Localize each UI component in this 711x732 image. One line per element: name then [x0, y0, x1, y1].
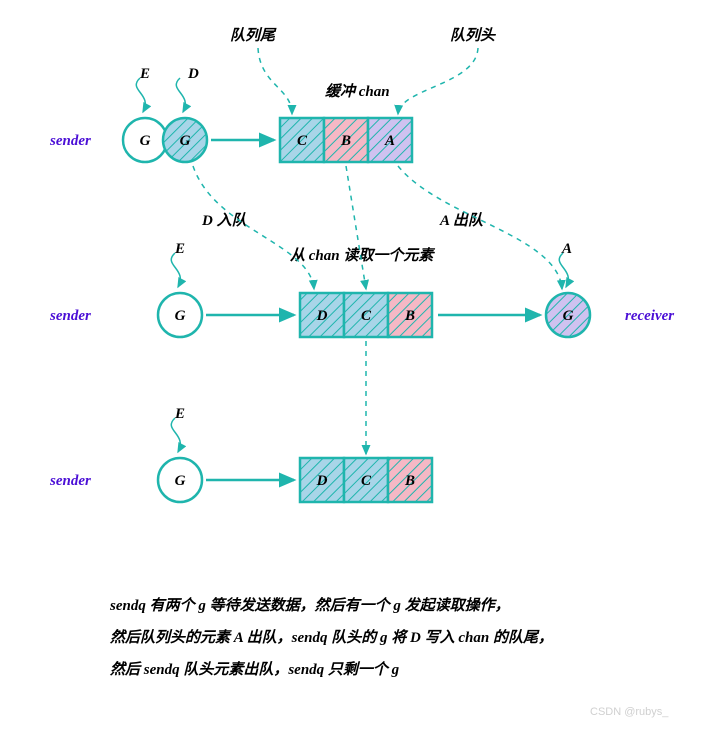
dash-read	[346, 166, 366, 289]
buffer-title: 缓冲 chan	[325, 83, 390, 100]
e-label-2: E	[174, 241, 185, 257]
head-label: 队列头	[450, 27, 496, 44]
d-label-1: D	[187, 66, 199, 82]
goroutine-e-3-label: G	[175, 473, 186, 489]
curl-e-2	[171, 253, 180, 287]
buffer-3-cell-label: C	[361, 473, 372, 489]
buffer-2-cell-label: B	[404, 308, 415, 324]
sender-label-2: sender	[49, 308, 91, 324]
curl-e-3	[171, 418, 180, 452]
goroutine-e-1-label: G	[140, 133, 151, 149]
buffer-2-cell-label: C	[361, 308, 372, 324]
e-label-1: E	[139, 66, 150, 82]
goroutine-recv-label: G	[563, 308, 574, 324]
curl-e-1	[136, 78, 145, 112]
desc-line: sendq 有两个 g 等待发送数据，然后有一个 g 发起读取操作，	[109, 596, 510, 614]
buffer-3-cell-label: B	[404, 473, 415, 489]
a-label-2: A	[561, 241, 572, 257]
buffer-2-cell-label: D	[316, 308, 328, 324]
read-label: 从 chan 读取一个元素	[290, 247, 435, 264]
buffer-3-cell-label: D	[316, 473, 328, 489]
a-dequeue-label: A 出队	[439, 212, 484, 229]
dash-head	[398, 48, 478, 114]
receiver-label: receiver	[625, 308, 674, 324]
buffer-1-cell-label: B	[340, 133, 351, 149]
buffer-1-cell-label: A	[384, 133, 395, 149]
desc-line: 然后 sendq 队头元素出队，sendq 只剩一个 g	[109, 660, 400, 678]
sender-label-3: sender	[49, 473, 91, 489]
dash-tail	[258, 48, 292, 114]
desc-line: 然后队列头的元素 A 出队，sendq 队头的 g 将 D 写入 chan 的队…	[109, 628, 553, 646]
goroutine-e-2-label: G	[175, 308, 186, 324]
goroutine-d-1-label: G	[180, 133, 191, 149]
e-label-3: E	[174, 406, 185, 422]
sender-label-1: sender	[49, 133, 91, 149]
buffer-1-cell-label: C	[297, 133, 308, 149]
tail-label: 队列尾	[230, 27, 277, 44]
watermark: CSDN @rubys_	[590, 706, 668, 718]
curl-d-1	[176, 78, 185, 112]
